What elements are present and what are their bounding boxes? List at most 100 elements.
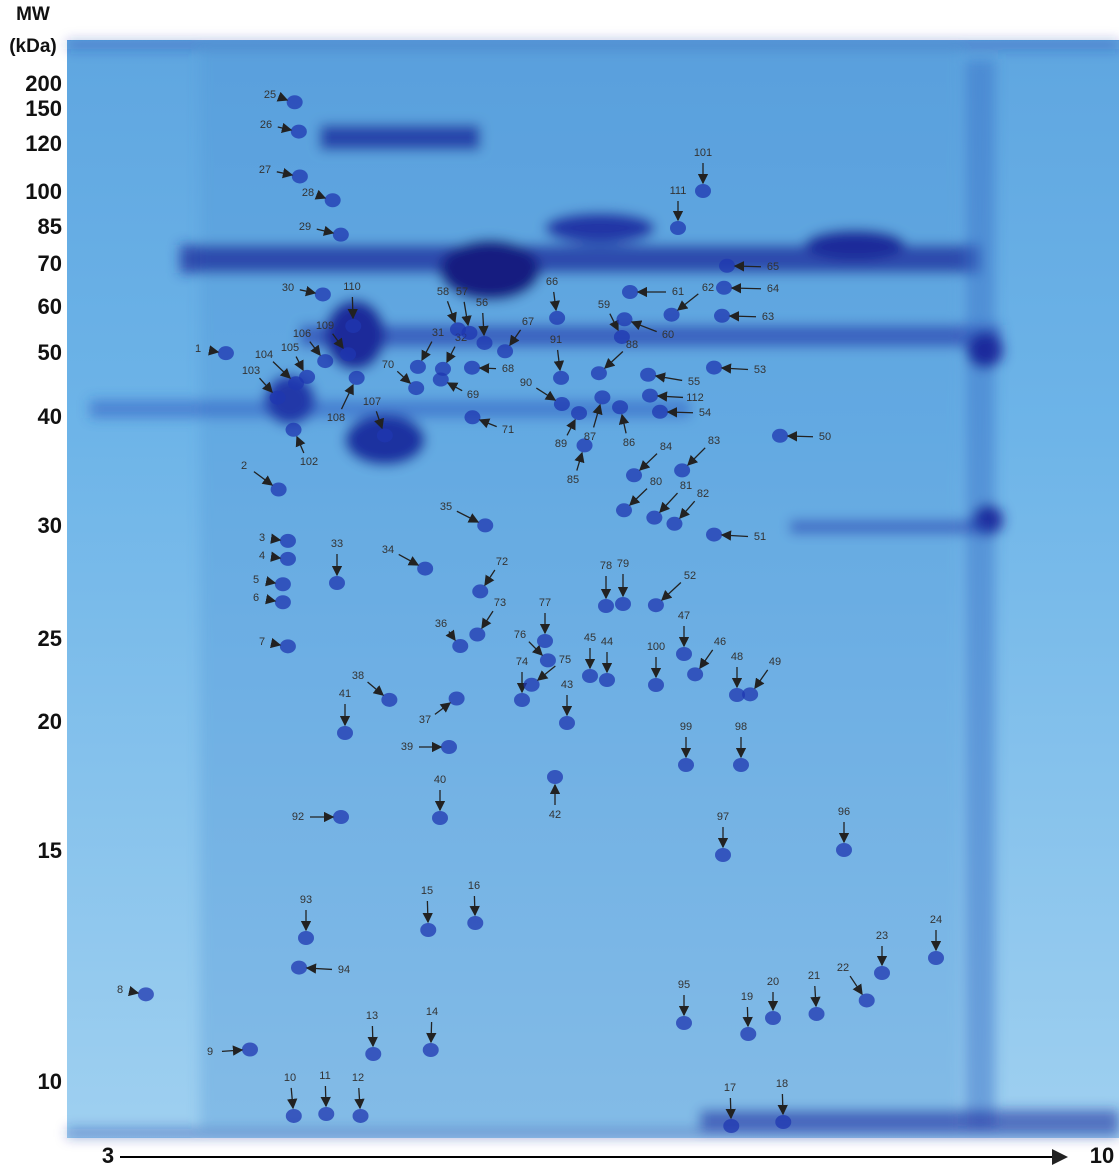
spot-arrow [265,576,277,587]
spot-label: 89 [555,438,567,450]
spot-arrow [536,665,556,681]
spot-label: 100 [647,641,665,653]
spot-arrow [639,453,658,471]
spot-label: 15 [421,885,433,897]
protein-spot [329,576,345,590]
protein-spot [674,463,691,478]
protein-spot [340,347,357,362]
spot-arrow [320,1085,331,1108]
spot-arrow [446,346,456,364]
spot-arrow [810,985,821,1008]
protein-spot [590,366,607,381]
protein-spot [582,669,598,683]
mw-label: 30 [38,513,62,538]
spot-arrow [398,553,420,566]
spot-arrow [679,500,696,519]
spot-label: 70 [382,359,394,371]
protein-spot [571,406,588,421]
spot-arrow [720,363,749,374]
protein-spot [269,390,286,405]
spot-arrow [730,283,762,294]
spot-label: 78 [600,560,612,572]
spot-arrow [786,431,814,442]
spot-arrow [340,383,354,410]
protein-spot [676,647,692,661]
spot-arrow [469,895,480,917]
protein-spot [772,428,789,443]
spot-arrow [687,447,706,466]
protein-spot [291,960,308,975]
spot-label: 64 [767,283,779,295]
spot-label: 38 [352,670,364,682]
protein-spot [537,634,553,648]
spot-label: 67 [522,316,534,328]
spot-label: 11 [319,1070,330,1082]
mw-label: 200 [25,71,62,96]
spot-label: 66 [546,276,558,288]
protein-spot [706,527,723,542]
spot-label: 112 [686,392,704,404]
mw-title: MW [16,4,50,25]
spot-arrow [354,1087,365,1110]
spot-label: 74 [516,656,528,668]
spot-label: 94 [338,964,350,976]
protein-spot [836,843,852,857]
spot-arrow [553,349,565,372]
spot-label: 61 [672,286,684,298]
protein-spot [598,599,614,613]
spot-label: 87 [584,431,596,443]
spot-label: 103 [242,365,260,377]
spot-arrow [618,413,630,434]
ph-end: 10 [1090,1143,1114,1168]
protein-spot [858,993,875,1008]
spot-arrow [725,1097,736,1120]
spot-arrow [446,382,463,392]
spot-label: 14 [426,1006,438,1018]
protein-spot [279,639,296,654]
spot-label: 80 [650,476,662,488]
spot-arrow [592,403,603,428]
spot-arrow [478,363,497,374]
spot-label: 39 [401,741,413,753]
protein-spot [420,922,437,937]
mw-unit: (kDa) [9,36,57,57]
protein-spot [615,597,631,611]
mw-label: 100 [25,179,62,204]
protein-spot [497,344,514,359]
spot-label: 7 [259,636,265,648]
spot-label: 28 [302,187,314,199]
spot-arrow [426,1021,437,1044]
spot-arrow [478,312,489,337]
spot-arrow [276,168,294,179]
spot-arrow [287,1087,298,1110]
spot-label: 111 [670,185,687,197]
protein-spot [715,848,731,862]
spot-arrow [294,356,304,372]
spot-arrow [604,351,624,369]
spot-label: 22 [837,962,849,974]
spot-label: 31 [432,327,444,339]
protein-spot [464,360,481,375]
protein-spot [539,653,556,668]
protein-spot [408,381,425,396]
spot-arrow [720,530,749,541]
spot-label: 16 [468,880,480,892]
spot-arrow [659,492,678,513]
spot-label: 23 [876,930,888,942]
spot-label: 85 [567,474,579,486]
protein-spot [270,482,287,497]
spot-arrow [309,341,321,357]
spot-arrow [654,372,683,383]
protein-spot [298,931,314,945]
spot-arrow [484,569,496,587]
mw-label: 20 [38,709,62,734]
spot-label: 47 [678,610,690,622]
protein-spot [547,770,563,784]
spot-arrow [574,451,585,471]
protein-spot [622,285,638,299]
spot-label: 105 [281,342,299,354]
protein-spot [352,1108,369,1123]
protein-spot [318,1106,335,1121]
spot-label: 42 [549,809,561,821]
